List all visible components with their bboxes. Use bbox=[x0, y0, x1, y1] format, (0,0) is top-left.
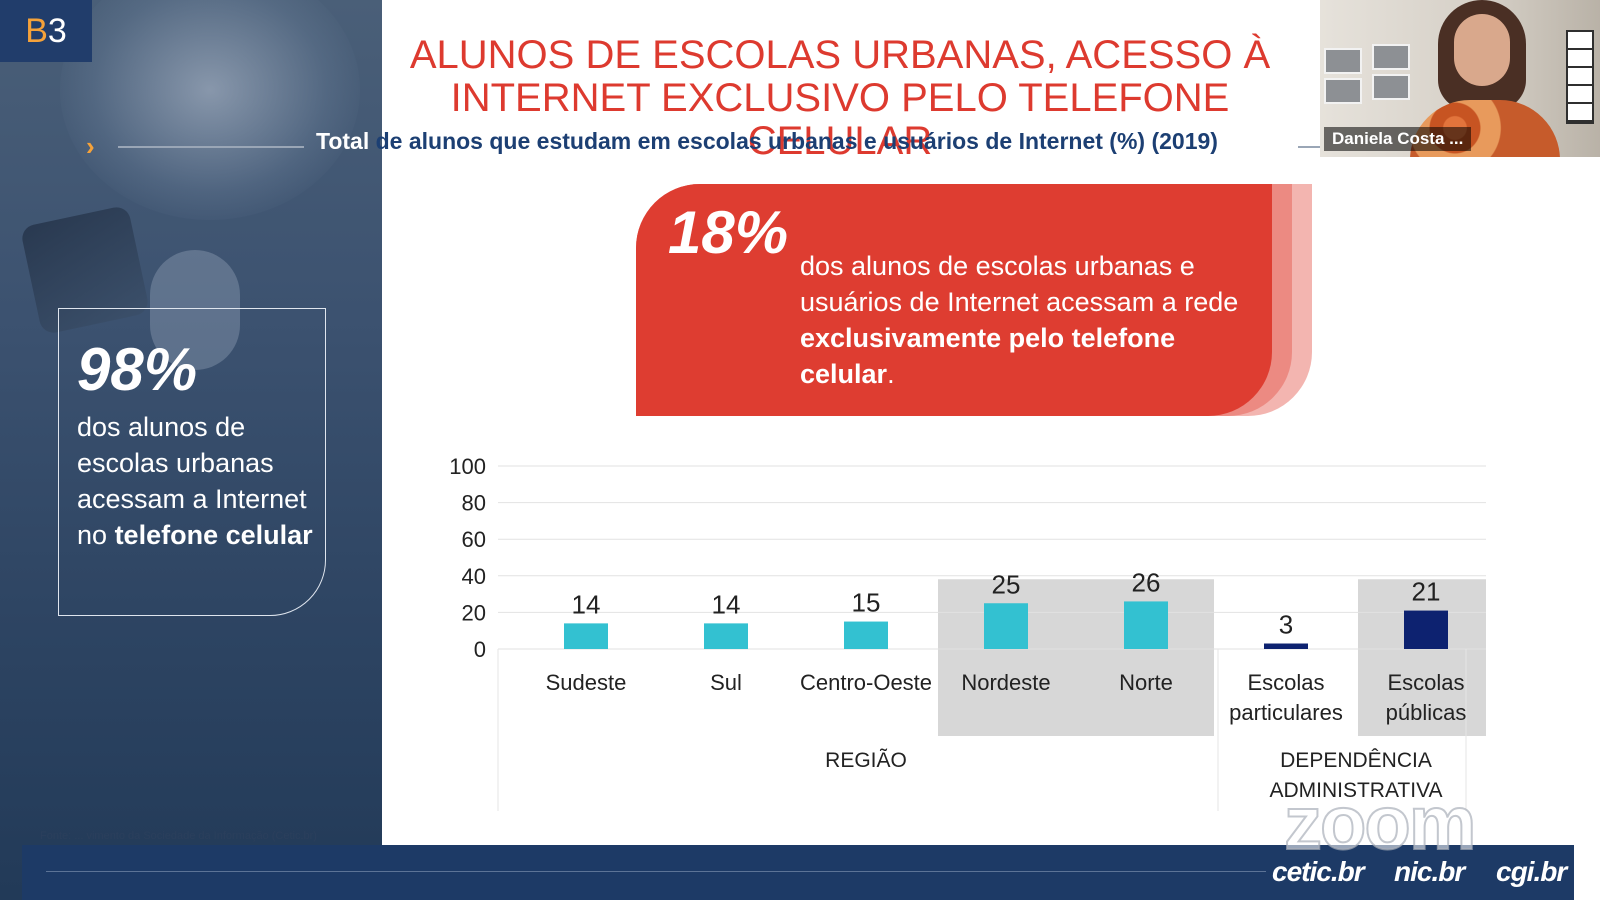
slide-number-badge: B3 bbox=[0, 0, 92, 62]
bar bbox=[1404, 610, 1448, 649]
divider-line bbox=[1298, 146, 1320, 148]
source-note: Fonte: ... vimento da Sociedade da Infor… bbox=[40, 830, 317, 842]
category-label: Nordeste bbox=[961, 670, 1050, 695]
footer-divider bbox=[46, 871, 1266, 872]
photo-face-highlight bbox=[60, 0, 360, 220]
group-label: REGIÃO bbox=[825, 748, 907, 772]
y-tick-label: 80 bbox=[462, 491, 486, 516]
left-stat-box: 98% dos alunos de escolas urbanas acessa… bbox=[58, 308, 326, 616]
data-label: 14 bbox=[572, 589, 601, 619]
chart-subtitle: Total de alunos que estudam em escolas u… bbox=[316, 128, 1218, 154]
group-label: DEPENDÊNCIA bbox=[1280, 749, 1432, 772]
category-label: particulares bbox=[1229, 700, 1343, 725]
data-label: 25 bbox=[992, 569, 1021, 599]
wall-picture-frame bbox=[1372, 44, 1410, 70]
y-tick-label: 0 bbox=[474, 637, 486, 662]
category-label: Escolas bbox=[1247, 670, 1324, 695]
bar bbox=[564, 623, 608, 649]
y-tick-label: 100 bbox=[449, 454, 486, 479]
participant-name-label: Daniela Costa ... bbox=[1324, 127, 1472, 151]
left-stat-bold: telefone celular bbox=[114, 520, 313, 550]
y-tick-label: 60 bbox=[462, 527, 486, 552]
callout-text: dos alunos de escolas urbanas e usuários… bbox=[800, 251, 1239, 389]
category-label: Escolas bbox=[1387, 670, 1464, 695]
wall-picture-frame bbox=[1372, 74, 1410, 100]
highlight-band bbox=[1358, 579, 1486, 736]
bar-chart: 0 20 40 60 80 100 14 Sudeste 14 Sul 15 Centro-Oeste… bbox=[449, 454, 1486, 811]
participant-video[interactable]: Daniela Costa ... bbox=[1320, 0, 1600, 157]
hand-image bbox=[150, 250, 240, 370]
y-tick-label: 40 bbox=[462, 564, 486, 589]
left-stat-text: dos alunos de escolas urbanas acessam a … bbox=[77, 412, 313, 550]
zoom-watermark: zoom bbox=[1283, 780, 1477, 867]
data-label: 3 bbox=[1279, 610, 1293, 640]
data-label: 15 bbox=[852, 588, 881, 618]
participant-figure bbox=[1410, 0, 1560, 157]
group-label: ADMINISTRATIVA bbox=[1269, 779, 1442, 802]
bar bbox=[704, 623, 748, 649]
bar bbox=[1264, 643, 1308, 649]
category-label: Norte bbox=[1119, 670, 1173, 695]
background-photo-panel bbox=[0, 0, 382, 900]
wall-picture-frame bbox=[1324, 78, 1362, 104]
highlight-band bbox=[938, 579, 1214, 736]
slide-title: ALUNOS DE ESCOLAS URBANAS, ACESSO À INTE… bbox=[409, 33, 1271, 163]
wall-picture-frame bbox=[1324, 48, 1362, 74]
category-label: Sudeste bbox=[546, 670, 627, 695]
footer-bar: cetic.br nic.br cgi.br bbox=[22, 845, 1574, 900]
data-label: 14 bbox=[712, 589, 741, 619]
y-tick-label: 20 bbox=[462, 600, 486, 625]
highlight-callout: 18% dos alunos de escolas urbanas e usuá… bbox=[636, 184, 1312, 416]
shelf-image bbox=[1566, 30, 1594, 124]
bar bbox=[844, 621, 888, 649]
chevron-right-icon: › bbox=[86, 131, 95, 161]
left-stat-value: 98% bbox=[77, 336, 198, 403]
category-label: Sul bbox=[710, 670, 742, 695]
data-label: 26 bbox=[1132, 567, 1161, 597]
cgi-logo: cgi.br bbox=[1496, 856, 1567, 887]
bar bbox=[984, 603, 1028, 649]
cetic-logo: cetic.br bbox=[1272, 856, 1365, 887]
category-label: públicas bbox=[1386, 700, 1467, 725]
divider-line bbox=[118, 146, 304, 148]
bar bbox=[1124, 601, 1168, 649]
data-label: 21 bbox=[1412, 577, 1441, 607]
callout-value: 18% bbox=[668, 199, 789, 266]
category-label: Centro-Oeste bbox=[800, 670, 932, 695]
callout-bold: exclusivamente pelo telefone celular bbox=[800, 323, 1176, 389]
nic-logo: nic.br bbox=[1394, 856, 1465, 887]
